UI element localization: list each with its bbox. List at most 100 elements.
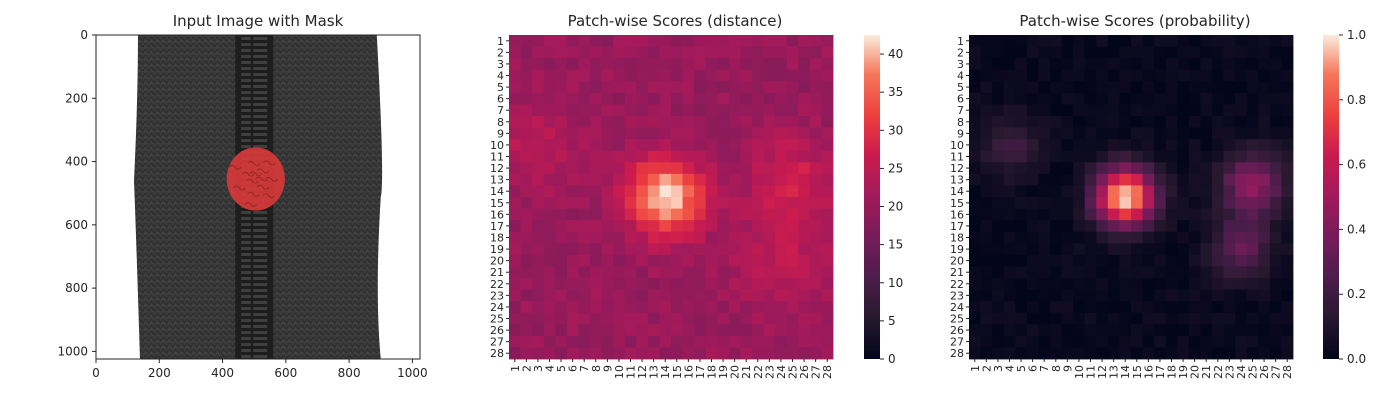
- heatmap-cell: [1038, 69, 1051, 82]
- col-label: 8: [1050, 365, 1063, 372]
- row-label: 5: [957, 81, 964, 94]
- heatmap-cell: [1073, 324, 1086, 337]
- heatmap-cell: [1084, 58, 1097, 71]
- heatmap-cell: [1258, 220, 1271, 233]
- heatmap-cell: [821, 208, 834, 221]
- heatmap-cell: [647, 220, 660, 233]
- heatmap-cell: [520, 208, 533, 221]
- heatmap-cell: [555, 150, 568, 163]
- heatmap-cell: [1107, 254, 1120, 267]
- heatmap-cell: [992, 162, 1005, 175]
- heatmap-cell: [659, 185, 672, 198]
- heatmap-cell: [1026, 162, 1039, 175]
- heatmap-cell: [1107, 312, 1120, 325]
- heatmap-cell: [728, 139, 741, 152]
- x-tick-label: 0: [92, 366, 100, 380]
- heatmap-cell: [1061, 243, 1074, 256]
- heatmap-cell: [1015, 289, 1028, 302]
- heatmap-cell: [543, 254, 556, 267]
- row-label: 10: [490, 139, 504, 152]
- heatmap-cell: [1026, 92, 1039, 105]
- heatmap-cell: [1200, 266, 1213, 279]
- panel2-title: Patch-wise Scores (distance): [568, 12, 783, 30]
- heatmap-cell: [763, 197, 776, 209]
- heatmap-cell: [1026, 254, 1039, 267]
- heatmap-cell: [775, 139, 788, 152]
- heatmap-cell: [775, 243, 788, 256]
- heatmap-cell: [1003, 312, 1016, 325]
- col-label: 6: [567, 365, 580, 372]
- heatmap-cell: [717, 347, 730, 360]
- heatmap-cell: [1200, 220, 1213, 233]
- heatmap-cell: [992, 81, 1005, 94]
- heatmap-cell: [566, 173, 579, 186]
- heatmap-cell: [705, 289, 718, 302]
- heatmap-cell: [624, 301, 637, 314]
- heatmap-cell: [1038, 208, 1051, 221]
- heatmap-cell: [1246, 231, 1259, 244]
- heatmap-cell: [1096, 173, 1109, 186]
- heatmap-cell: [798, 127, 811, 140]
- heatmap-cell: [1154, 139, 1167, 152]
- heatmap-cell: [1246, 266, 1259, 279]
- heatmap-cell: [1154, 104, 1167, 117]
- heatmap-cell: [728, 231, 741, 244]
- heatmap-cell: [590, 197, 602, 209]
- heatmap-cell: [1188, 208, 1201, 221]
- heatmap-cell: [980, 208, 993, 221]
- heatmap-cell: [555, 335, 568, 348]
- heatmap-cell: [1188, 301, 1201, 314]
- heatmap-cell: [624, 208, 637, 221]
- heatmap-cell: [1084, 243, 1097, 256]
- heatmap-cell: [1050, 243, 1062, 256]
- col-label: 2: [520, 365, 533, 372]
- heatmap-cell: [1246, 69, 1259, 82]
- heatmap-cell: [1084, 46, 1097, 59]
- heatmap-cell: [1061, 173, 1074, 186]
- heatmap-cell: [613, 46, 626, 59]
- heatmap-cell: [590, 116, 602, 128]
- heatmap-cell: [809, 139, 822, 152]
- heatmap-cell: [728, 92, 741, 105]
- heatmap-cell: [1188, 185, 1201, 198]
- row-label: 10: [950, 139, 964, 152]
- heatmap-cell: [1165, 208, 1178, 221]
- heatmap-cell: [601, 127, 614, 140]
- heatmap-cell: [1165, 150, 1178, 163]
- heatmap-cell: [1003, 150, 1016, 163]
- heatmap-cell: [969, 58, 981, 71]
- heatmap-cell: [1246, 208, 1259, 221]
- heatmap-cell: [659, 254, 672, 267]
- heatmap-cell: [624, 266, 637, 279]
- heatmap-cell: [1096, 104, 1109, 117]
- heatmap-cell: [636, 347, 649, 360]
- heatmap-cell: [1246, 243, 1259, 256]
- heatmap-cell: [809, 324, 822, 337]
- heatmap-cell: [980, 335, 993, 348]
- heatmap-cell: [1107, 278, 1120, 290]
- heatmap-cell: [786, 81, 799, 94]
- heatmap-cell: [532, 162, 545, 175]
- heatmap-cell: [1269, 92, 1282, 105]
- heatmap-cell: [555, 162, 568, 175]
- heatmap-cell: [1235, 127, 1248, 140]
- heatmap-cell: [1188, 162, 1201, 175]
- heatmap-cell: [1188, 312, 1201, 325]
- heatmap-cell: [624, 116, 637, 128]
- heatmap-cell: [728, 347, 741, 360]
- row-label: 26: [490, 324, 504, 337]
- heatmap-cell: [821, 81, 834, 94]
- heatmap-cell: [1269, 69, 1282, 82]
- heatmap-cell: [786, 69, 799, 82]
- heatmap-cell: [1165, 243, 1178, 256]
- heatmap-cell: [821, 35, 834, 47]
- heatmap-cell: [717, 208, 730, 221]
- heatmap-cell: [682, 208, 695, 221]
- heatmap-cell: [763, 104, 776, 117]
- heatmap-cell: [1084, 347, 1097, 360]
- heatmap-cell: [613, 254, 626, 267]
- heatmap-cell: [520, 35, 533, 47]
- heatmap-cell: [809, 127, 822, 140]
- heatmap-cell: [694, 139, 707, 152]
- heatmap-cell: [786, 243, 799, 256]
